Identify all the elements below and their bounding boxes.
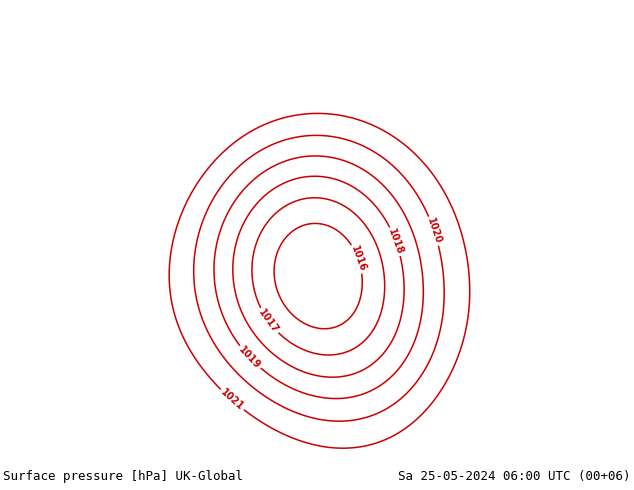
Text: Sa 25-05-2024 06:00 UTC (00+06): Sa 25-05-2024 06:00 UTC (00+06)	[398, 470, 631, 483]
Text: 1017: 1017	[257, 307, 280, 335]
Text: 1019: 1019	[237, 344, 262, 371]
Text: Surface pressure [hPa] UK-Global: Surface pressure [hPa] UK-Global	[3, 470, 243, 483]
Text: 1020: 1020	[425, 217, 443, 245]
Text: 1018: 1018	[386, 227, 405, 256]
Text: 1021: 1021	[219, 387, 245, 413]
Text: 1016: 1016	[349, 245, 368, 273]
